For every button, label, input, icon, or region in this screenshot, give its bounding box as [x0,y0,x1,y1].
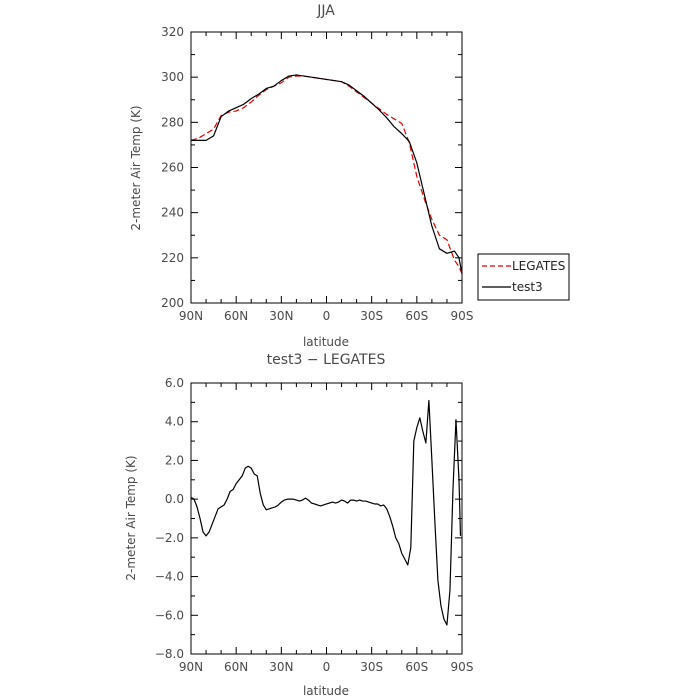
legend-box [477,253,570,301]
top-x-tick-labels: 90N 60N 30N 0 30S 60S 90S [179,309,474,323]
bottom-panel: test3 − LEGATES 90N 60N 30N 0 30S 60S 90S −8.0… [124,352,473,698]
bottom-x-tick-label: 60N [224,660,248,674]
bottom-chart-title: test3 − LEGATES [267,352,386,368]
top-y-tick-labels: 200 220 240 260 280 300 320 [161,25,184,310]
bottom-y-tick-label: −6.0 [155,608,184,622]
bottom-x-tick-label: 90S [451,660,474,674]
bottom-x-tick-label: 90N [179,660,203,674]
bottom-x-tick-labels: 90N 60N 30N 0 30S 60S 90S [179,660,474,674]
top-series-line-legates [190,75,463,274]
legend-label-test3: test3 [512,280,543,294]
bottom-y-tick-label: 4.0 [165,415,184,429]
bottom-x-axis-label: latitude [303,684,349,698]
legend: LEGATES test3 [477,253,570,301]
top-y-tick-label: 200 [161,296,184,310]
bottom-y-tick-label: −4.0 [155,570,184,584]
bottom-x-tick-label: 30N [269,660,293,674]
top-y-tick-label: 260 [161,161,184,175]
top-x-tick-label: 30N [269,309,293,323]
top-chart-title: JJA [316,3,335,19]
top-series-line-test3 [191,74,463,274]
bottom-y-tick-label: −2.0 [155,531,184,545]
top-x-tick-label: 0 [323,309,331,323]
bottom-series [190,399,462,626]
bottom-y-tick-label: 0.0 [165,492,184,506]
top-x-axis-label: latitude [303,335,349,349]
legend-label-legates: LEGATES [512,259,565,273]
top-ticks [190,31,463,304]
bottom-plot-frame [190,382,463,655]
top-x-tick-label: 90S [451,309,474,323]
top-panel: JJA 90N 60N 30N 0 30S 60S 90S 200 220 240 260 280 3… [129,3,473,349]
bottom-y-tick-label: 6.0 [165,376,184,390]
bottom-series-line-series-0 [190,399,462,626]
top-y-tick-label: 280 [161,115,184,129]
bottom-y-axis-label: 2-meter Air Temp (K) [124,455,138,580]
top-y-tick-label: 220 [161,251,184,265]
top-x-tick-label: 60N [224,309,248,323]
top-x-tick-label: 30S [360,309,383,323]
bottom-x-tick-label: 30S [360,660,383,674]
bottom-y-tick-label: 2.0 [165,453,184,467]
top-series [190,74,463,274]
top-y-tick-label: 300 [161,70,184,84]
bottom-x-tick-label: 0 [323,660,331,674]
bottom-y-tick-label: −8.0 [155,647,184,661]
top-y-tick-label: 240 [161,206,184,220]
top-x-tick-label: 90N [179,309,203,323]
top-x-tick-label: 60S [405,309,428,323]
top-y-axis-label: 2-meter Air Temp (K) [129,105,143,230]
top-y-tick-label: 320 [161,25,184,39]
top-plot-frame [190,31,463,304]
bottom-y-tick-labels: −8.0 −6.0 −4.0 −2.0 0.0 2.0 4.0 6.0 [155,376,184,661]
bottom-x-tick-label: 60S [405,660,428,674]
